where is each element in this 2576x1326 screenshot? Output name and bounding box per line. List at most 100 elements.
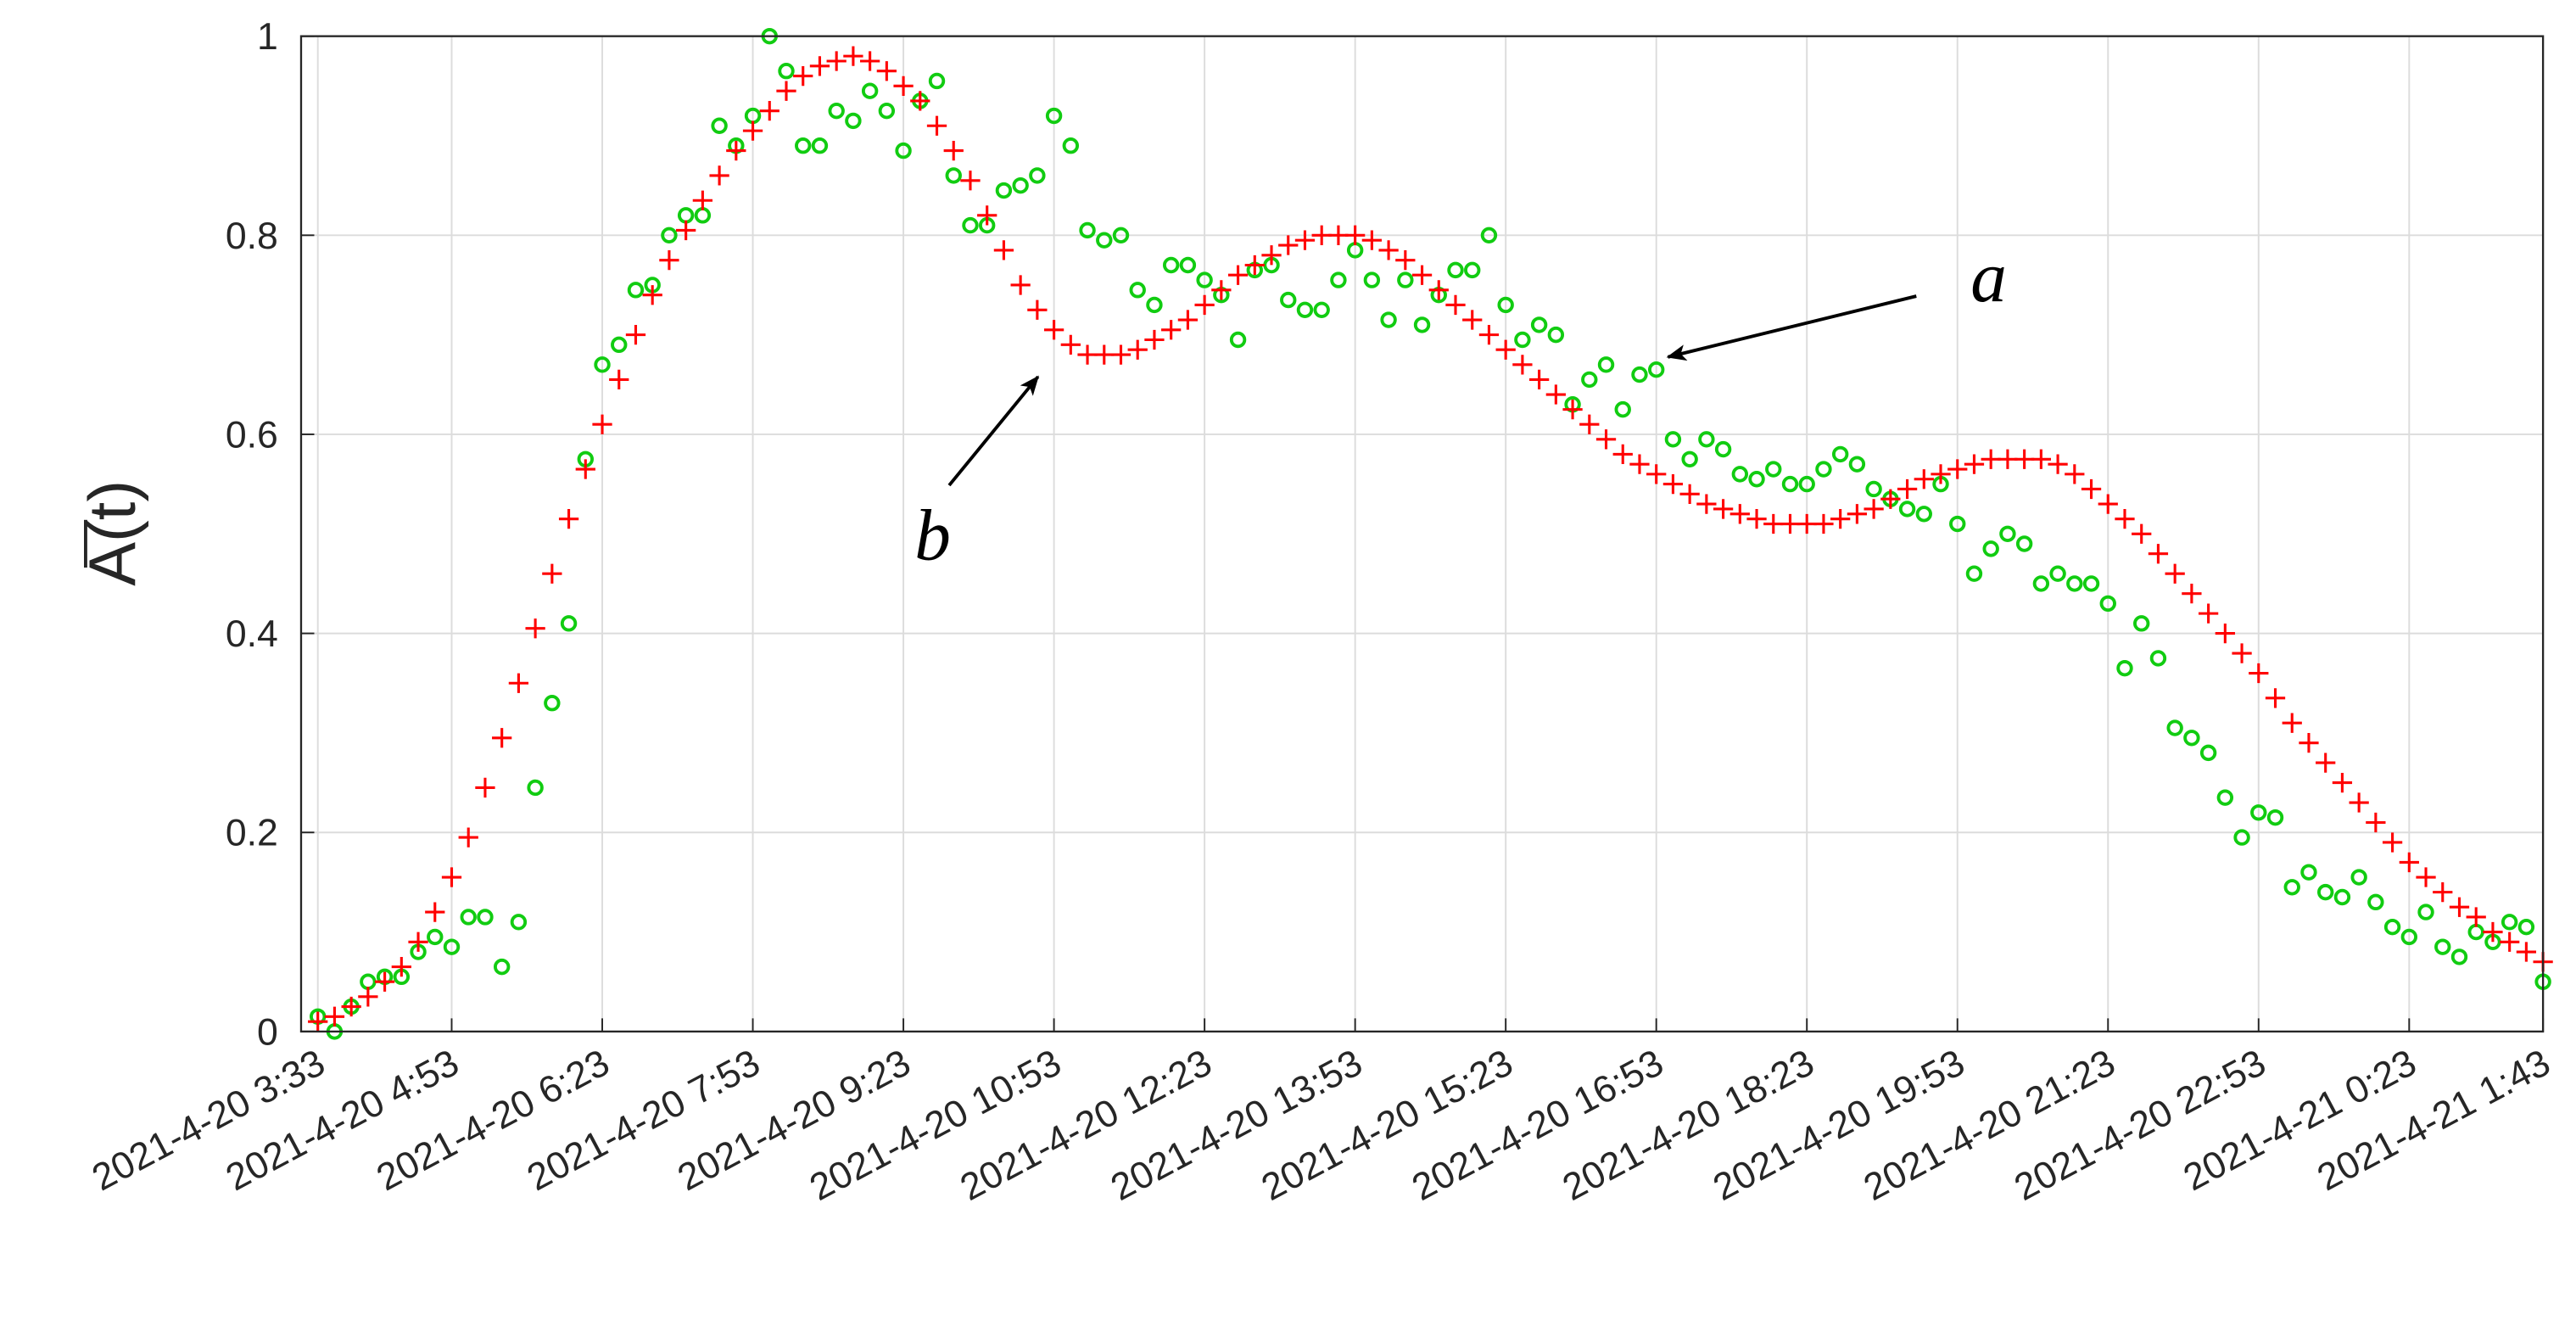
annotation-arrow xyxy=(1666,294,1917,361)
data-point xyxy=(943,140,964,161)
data-point xyxy=(2014,449,2035,469)
data-point xyxy=(1330,271,1347,288)
data-point xyxy=(2349,792,2369,813)
data-point xyxy=(2433,881,2453,903)
data-point xyxy=(341,996,361,1017)
data-point xyxy=(1278,235,1299,255)
data-point xyxy=(627,282,645,299)
data-point xyxy=(2099,595,2116,613)
data-point xyxy=(1813,513,1834,534)
data-point xyxy=(2367,893,2384,911)
x-tick-label: 2021-4-20 22:53 xyxy=(2008,1042,2272,1209)
data-point xyxy=(1982,540,1999,557)
data-point xyxy=(1345,225,1366,245)
grid xyxy=(300,35,2545,1032)
data-point xyxy=(2382,832,2403,853)
data-point xyxy=(358,987,378,1007)
data-point xyxy=(1597,356,1615,373)
data-point xyxy=(510,914,528,931)
data-point xyxy=(427,928,444,946)
data-point xyxy=(460,909,477,926)
data-point xyxy=(493,958,511,976)
data-point xyxy=(508,673,529,693)
data-point xyxy=(1261,245,1282,266)
data-point xyxy=(2333,888,2351,906)
data-point xyxy=(1847,504,1868,524)
data-point xyxy=(2165,563,2185,584)
data-point xyxy=(1294,230,1316,250)
data-point xyxy=(1731,466,1749,483)
data-point xyxy=(1177,310,1199,330)
x-tick-label: 2021-4-20 18:23 xyxy=(1556,1042,1821,1209)
data-point xyxy=(2516,942,2537,962)
data-point xyxy=(1129,282,1146,299)
data-point xyxy=(2449,897,2470,917)
data-point xyxy=(1746,509,1767,529)
data-point xyxy=(845,112,862,130)
y-axis-label: A(t) xyxy=(76,480,149,586)
data-point xyxy=(960,171,981,191)
data-point xyxy=(1495,339,1516,360)
data-point xyxy=(1714,440,1732,458)
data-point xyxy=(1897,478,1918,500)
data-point xyxy=(2467,923,2484,941)
data-point xyxy=(995,182,1013,199)
data-point xyxy=(1579,414,1600,434)
data-point xyxy=(1999,525,2016,542)
data-point xyxy=(893,76,914,96)
y-tick-label: 0 xyxy=(257,1011,278,1053)
data-point xyxy=(1464,261,1481,279)
data-point xyxy=(2417,904,2434,920)
data-point xyxy=(1647,361,1665,378)
data-point xyxy=(1763,513,1784,534)
data-point xyxy=(1012,176,1029,194)
data-point xyxy=(308,1011,328,1032)
plot-marks xyxy=(308,27,2553,1040)
data-point xyxy=(1631,366,1648,383)
data-point xyxy=(1497,296,1514,314)
data-point xyxy=(2115,509,2135,529)
data-point xyxy=(625,324,646,345)
data-point xyxy=(2501,914,2518,931)
data-point xyxy=(1880,489,1901,509)
data-point xyxy=(544,695,561,712)
data-point xyxy=(1395,250,1416,271)
data-point xyxy=(592,414,612,434)
data-point xyxy=(1380,311,1397,328)
data-point xyxy=(962,216,979,234)
data-point xyxy=(993,240,1014,260)
data-point xyxy=(1729,504,1750,524)
data-point xyxy=(374,971,395,992)
data-point xyxy=(2082,575,2100,592)
data-point xyxy=(1227,265,1249,285)
data-point xyxy=(527,779,544,797)
data-point xyxy=(1144,329,1165,350)
data-point xyxy=(2399,852,2419,873)
data-point xyxy=(1780,513,1801,534)
data-point xyxy=(2066,575,2083,592)
data-point xyxy=(2350,869,2367,886)
data-point xyxy=(1094,344,1115,365)
data-point xyxy=(594,356,611,373)
data-point xyxy=(1296,301,1314,318)
data-point xyxy=(2232,643,2252,663)
data-point xyxy=(2366,812,2386,833)
data-point xyxy=(709,165,729,186)
data-point xyxy=(928,72,946,90)
data-point xyxy=(809,56,830,76)
data-point xyxy=(1581,371,1598,389)
data-point xyxy=(742,120,763,141)
x-tick-label: 2021-4-20 21:23 xyxy=(1858,1042,2122,1209)
data-point xyxy=(2182,584,2202,604)
data-point xyxy=(843,46,863,66)
data-point xyxy=(1595,429,1617,450)
data-point xyxy=(2166,719,2183,736)
data-point xyxy=(1196,271,1213,288)
data-point xyxy=(2249,663,2269,684)
data-point xyxy=(408,932,428,952)
data-point xyxy=(2500,932,2520,952)
data-point xyxy=(677,207,695,224)
data-point xyxy=(1112,227,1130,244)
data-point xyxy=(2199,744,2217,762)
data-point xyxy=(1512,355,1533,375)
